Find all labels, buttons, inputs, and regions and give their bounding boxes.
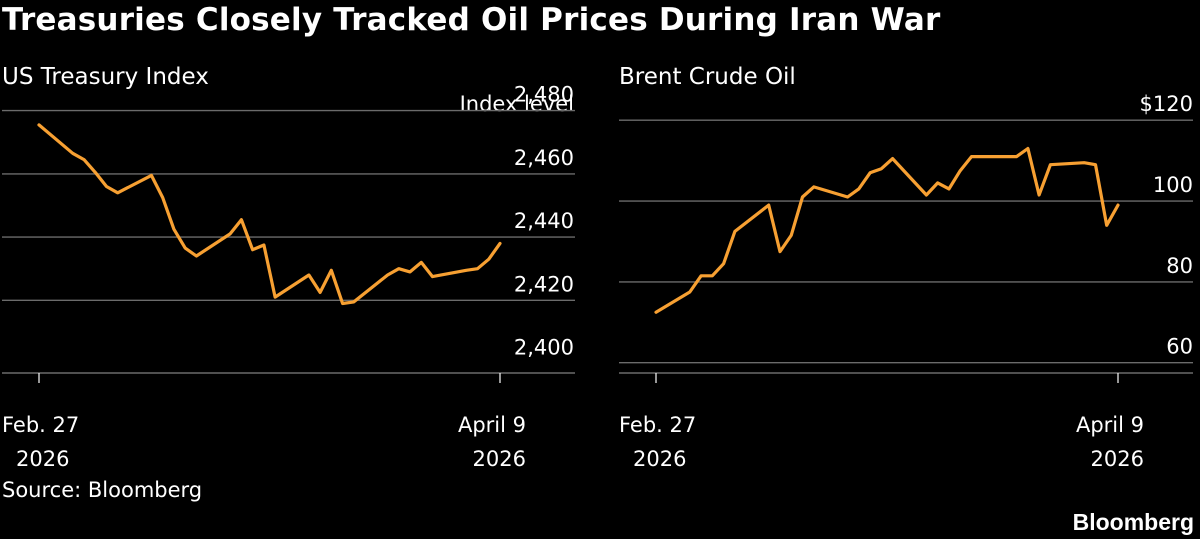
x-tick-label: Feb. 27 [619, 413, 696, 437]
bloomberg-logo: Bloomberg [1072, 509, 1194, 535]
x-tick-label: April 9 [1076, 413, 1144, 437]
panel-title: Brent Crude Oil [619, 64, 796, 90]
y-tick-label: 2,460 [514, 146, 574, 170]
y-tick-label: 100 [1153, 173, 1193, 197]
panel-title: US Treasury Index [2, 64, 209, 90]
x-tick-label: 2026 [16, 447, 69, 471]
y-tick-label: 2,400 [514, 336, 574, 360]
series-line [654, 146, 1120, 314]
y-tick-label: $120 [1140, 92, 1193, 116]
x-tick-label: April 9 [458, 413, 526, 437]
y-tick-label: 2,420 [514, 272, 574, 296]
x-tick-label: Feb. 27 [2, 413, 79, 437]
y-axis-label: Index level [460, 92, 574, 116]
chart-title: Treasuries Closely Tracked Oil Prices Du… [2, 2, 941, 38]
series-line [37, 123, 502, 306]
y-tick-label: 2,440 [514, 209, 574, 233]
source-note: Source: Bloomberg [2, 478, 203, 502]
x-tick-label: 2026 [473, 447, 526, 471]
y-tick-label: 60 [1166, 335, 1193, 359]
x-tick-label: 2026 [1091, 447, 1144, 471]
y-tick-label: 2,480 [514, 83, 574, 107]
y-tick-label: 80 [1166, 254, 1193, 278]
x-tick-label: 2026 [633, 447, 686, 471]
